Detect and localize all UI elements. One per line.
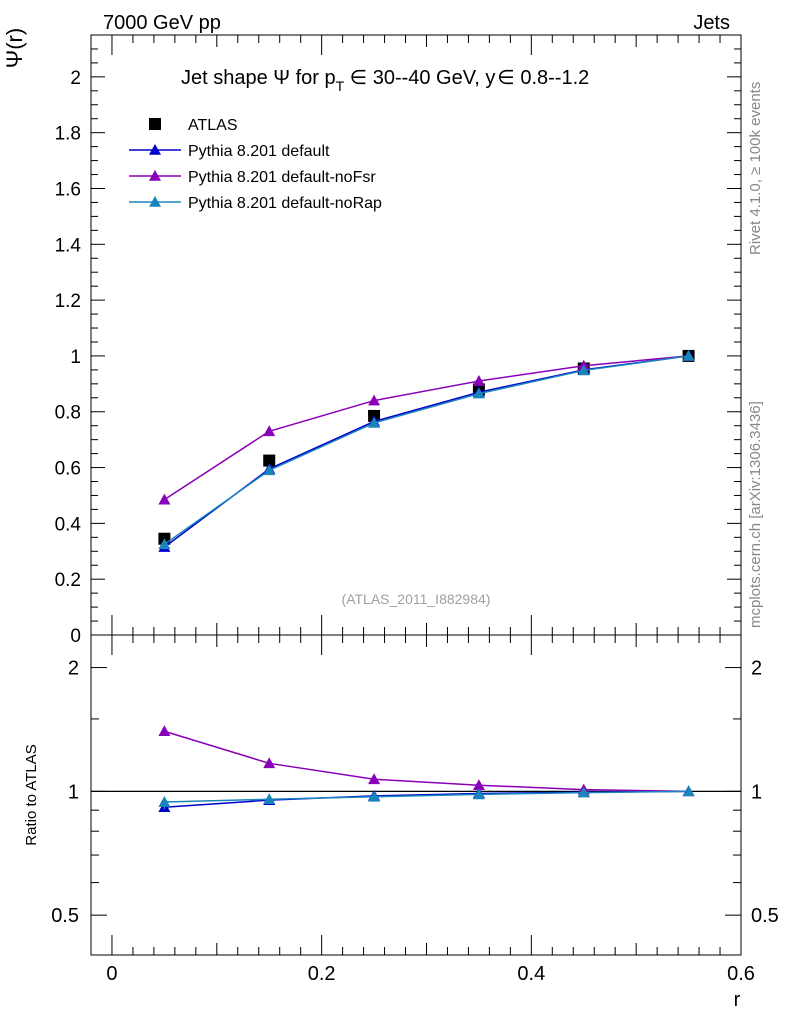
main-y-tick-label: 2 (70, 68, 81, 89)
ratio-data-point (577, 786, 590, 798)
main-y-tick-label: 0.8 (55, 403, 81, 424)
main-data-point (472, 387, 485, 399)
ratio-y-tick-label: 1 (68, 781, 79, 803)
energy-label: 7000 GeV pp (103, 12, 221, 34)
analysis-watermark: (ATLAS_2011_I882984) (342, 591, 491, 607)
legend-label: ATLAS (188, 117, 238, 134)
x-tick-label: 0 (106, 963, 117, 985)
x-tick-label: 0.2 (308, 963, 336, 985)
ratio-y-tick-label: 2 (68, 658, 79, 680)
ratio-data-point (368, 790, 381, 802)
x-axis: 0 0.2 0.4 0.6 (90, 35, 755, 985)
ratio-y-tick-label-right: 1 (751, 781, 762, 803)
main-data-point (682, 349, 695, 361)
mcplots-reference-label: mcplots.cern.ch [arXiv:1306.3436] (747, 401, 764, 628)
ratio-series-line (164, 790, 689, 803)
main-data-point (368, 416, 381, 428)
main-y-tick-label: 1.6 (55, 179, 81, 200)
ratio-data-point (263, 793, 276, 805)
ratio-data-point (472, 779, 485, 791)
ratio-axes: 0.5 0.5 1 1 2 2 (51, 658, 779, 928)
rivet-version-label: Rivet 4.1.0, ≥ 100k events (747, 82, 764, 255)
legend-label: Pythia 8.201 default (188, 143, 330, 160)
x-tick-label: 0.6 (727, 963, 755, 985)
main-data-point (472, 375, 485, 386)
main-data-point (263, 425, 276, 437)
legend-label: Pythia 8.201 default-noFsr (188, 169, 376, 186)
main-y-tick-label: 1.4 (55, 235, 82, 256)
main-series-line (163, 355, 689, 545)
main-axes: 0 0.2 0.4 0.6 0.8 1 1.2 1.4 1.6 1.8 2 (55, 34, 741, 647)
ratio-data-point (682, 785, 695, 797)
ratio-data-point (263, 757, 276, 769)
title-y-range: ∈ 0.8--1.2 (497, 67, 589, 89)
x-axis-label: r (734, 989, 741, 1011)
ratio-y-tick-label-right: 2 (751, 658, 762, 680)
title-psi: Ψ (273, 67, 290, 89)
legend-marker (149, 196, 161, 207)
atlas-data-point (263, 454, 276, 467)
main-y-tick-label: 1.2 (55, 291, 81, 312)
main-y-tick-label: 1.8 (55, 124, 81, 145)
main-data-point (577, 364, 590, 376)
main-y-tick-label: 1 (70, 347, 81, 368)
process-label: Jets (693, 12, 730, 34)
main-data-point (158, 493, 171, 505)
main-data-point (263, 464, 276, 476)
ratio-data-point (368, 773, 381, 785)
main-y-tick-label: 0.2 (55, 570, 81, 591)
main-series-line (163, 355, 689, 548)
legend-marker-atlas (149, 118, 161, 130)
legend-marker (149, 170, 161, 181)
main-series (158, 349, 695, 552)
title-sub-t: T (336, 78, 345, 94)
legend-label: Pythia 8.201 default-noRap (188, 195, 382, 212)
main-series-line (163, 355, 689, 501)
ratio-series (158, 725, 695, 813)
main-y-tick-label: 0 (70, 626, 81, 647)
ratio-series-line (164, 730, 689, 793)
ratio-y-tick-label-right: 0.5 (751, 905, 779, 927)
ratio-data-point (472, 788, 485, 800)
ratio-y-axis-label: Ratio to ATLAS (23, 744, 40, 845)
main-data-point (368, 394, 381, 406)
title-prefix: Jet shape (181, 67, 273, 89)
plot-title: Jet shape Ψ for pT ∈ 30--40 GeV, y ∈ 0.8-… (181, 67, 589, 94)
main-y-tick-label: 0.6 (55, 459, 81, 480)
ratio-y-tick-label: 0.5 (51, 905, 79, 927)
title-for-p: for p (290, 67, 336, 89)
main-data-point (158, 538, 171, 550)
x-tick-label: 0.4 (517, 963, 545, 985)
legend: ATLAS Pythia 8.201 default Pythia 8.201 de… (129, 117, 382, 212)
main-y-axis-label: Ψ(r) (2, 28, 27, 68)
ratio-panel-frame (90, 634, 742, 956)
title-range: ∈ 30--40 GeV, y (344, 67, 495, 89)
ratio-data-point (158, 725, 171, 737)
main-y-tick-label: 0.4 (55, 514, 82, 535)
legend-marker (149, 144, 161, 155)
